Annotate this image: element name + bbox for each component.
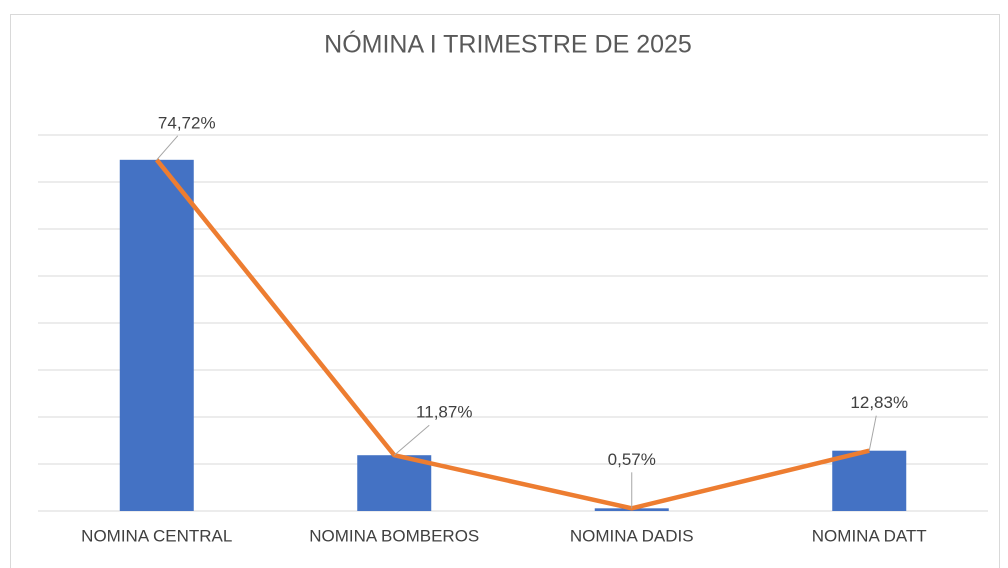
- data-label: 0,57%: [608, 450, 656, 469]
- x-tick-label: NOMINA BOMBEROS: [309, 526, 479, 545]
- x-tick-label: NOMINA DADIS: [570, 526, 694, 545]
- chart-title: NÓMINA I TRIMESTRE DE 2025: [324, 30, 692, 59]
- bar: [832, 450, 907, 511]
- bar: [357, 455, 432, 511]
- bar: [119, 159, 194, 512]
- data-label: 11,87%: [416, 403, 472, 422]
- line: [154, 158, 870, 511]
- x-tick-label: NOMINA CENTRAL: [81, 526, 232, 545]
- leader-line: [868, 415, 877, 451]
- leader-line: [156, 135, 179, 161]
- x-tick-label: NOMINA DATT: [812, 526, 927, 545]
- data-label: 74,72%: [158, 113, 216, 132]
- leader-line: [393, 424, 430, 456]
- data-label: 12,83%: [850, 393, 908, 412]
